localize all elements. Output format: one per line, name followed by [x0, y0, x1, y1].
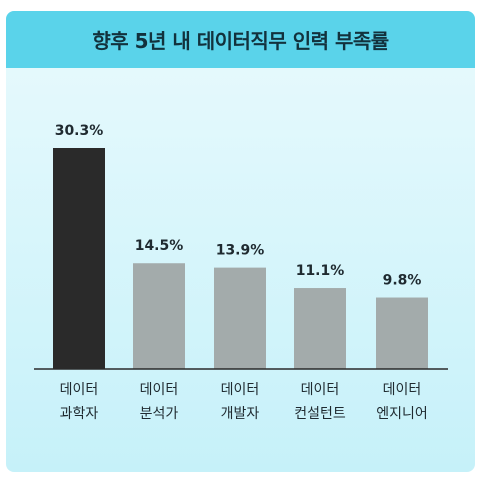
value-label-2: 13.9% — [216, 243, 265, 259]
chart-header: 향후 5년 내 데이터직무 인력 부족률 — [6, 11, 475, 68]
category-label-0-line-1: 과학자 — [59, 406, 99, 422]
category-label-1-line-0: 데이터 — [139, 382, 179, 398]
bar-0 — [53, 148, 105, 369]
bar-1 — [133, 263, 185, 369]
value-label-1: 14.5% — [135, 238, 184, 254]
value-label-3: 11.1% — [296, 263, 345, 279]
category-label-0-line-0: 데이터 — [59, 382, 99, 398]
category-label-3-line-0: 데이터 — [300, 382, 340, 398]
value-label-0: 30.3% — [55, 123, 104, 139]
chart-title: 향후 5년 내 데이터직무 인력 부족률 — [92, 29, 389, 53]
category-label-2-line-1: 개발자 — [220, 406, 260, 422]
value-label-4: 9.8% — [383, 273, 422, 289]
bar-3 — [294, 288, 346, 369]
category-label-3-line-1: 컨설턴트 — [294, 406, 346, 422]
category-label-4-line-0: 데이터 — [382, 382, 422, 398]
bar-4 — [376, 297, 428, 369]
bar-2 — [214, 267, 266, 369]
category-label-4-line-1: 엔지니어 — [376, 406, 428, 422]
category-label-1-line-1: 분석가 — [139, 406, 179, 422]
category-label-2-line-0: 데이터 — [220, 382, 260, 398]
